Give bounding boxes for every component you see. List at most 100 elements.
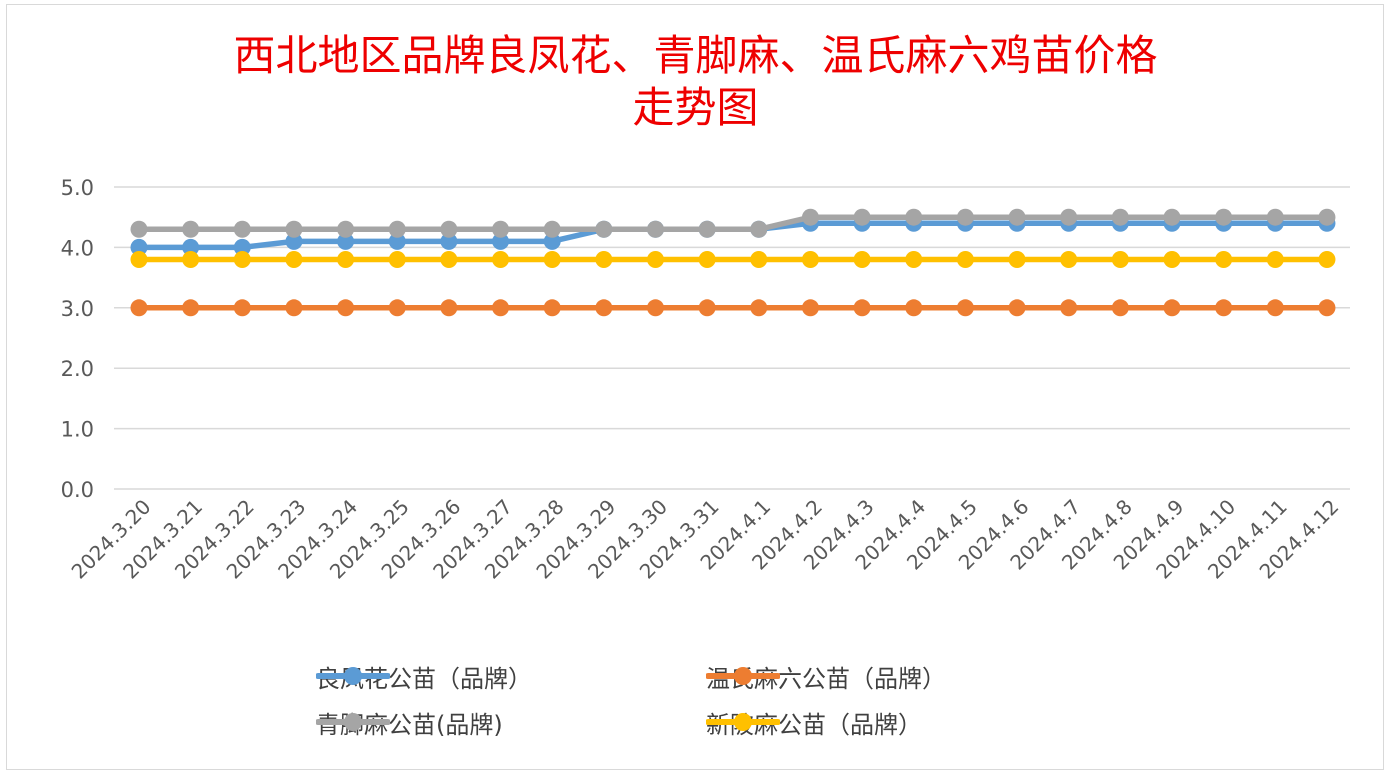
y-tick-label: 0.0 (61, 478, 94, 502)
data-point (595, 220, 613, 238)
data-point (905, 250, 923, 268)
data-point (853, 208, 871, 226)
data-point (595, 299, 613, 317)
data-point (130, 238, 148, 256)
data-point (182, 299, 200, 317)
data-point (130, 250, 148, 268)
data-point (1111, 208, 1129, 226)
data-point (543, 220, 561, 238)
data-point (543, 250, 561, 268)
data-point (337, 299, 355, 317)
data-point (750, 299, 768, 317)
data-point (647, 220, 664, 238)
data-point (543, 299, 561, 317)
data-point (1318, 299, 1336, 317)
data-point (956, 208, 974, 226)
chart-title-line-1: 西北地区品牌良凤花、青脚麻、温氏麻六鸡苗价格 (233, 31, 1158, 80)
y-tick-label: 1.0 (61, 418, 94, 442)
legend-swatch-liangfenghua (316, 667, 390, 685)
data-point (698, 220, 716, 238)
data-point (233, 238, 251, 256)
series-1 (130, 299, 1336, 317)
data-point (492, 220, 510, 238)
data-point (182, 250, 200, 268)
data-point (647, 299, 664, 317)
legend-swatch-qingjiaoma (316, 713, 390, 731)
data-point (182, 238, 200, 256)
data-point (595, 250, 613, 268)
chart-title: 西北地区品牌良凤花、青脚麻、温氏麻六鸡苗价格 走势图 (0, 30, 1391, 134)
chart-area (6, 4, 1384, 770)
data-point (698, 299, 716, 317)
data-point (1008, 299, 1026, 317)
series-0 (130, 214, 1336, 256)
series-2 (130, 208, 1336, 238)
data-point (1060, 299, 1078, 317)
data-point (440, 250, 458, 268)
data-point (440, 232, 458, 250)
data-point (1266, 299, 1284, 317)
data-point (130, 299, 148, 317)
data-point (388, 299, 406, 317)
data-point (1008, 208, 1026, 226)
data-point (1060, 250, 1078, 268)
chart-title-line-2: 走势图 (632, 83, 759, 132)
series-3 (130, 250, 1336, 268)
data-point (698, 250, 716, 268)
data-point (956, 299, 974, 317)
data-point (337, 220, 355, 238)
y-tick-label: 3.0 (61, 297, 94, 321)
data-point (1215, 250, 1233, 268)
data-point (337, 232, 355, 250)
data-point (1008, 250, 1026, 268)
data-point (285, 232, 303, 250)
data-point (388, 232, 406, 250)
data-point (1060, 208, 1078, 226)
legend-item-qingjiaoma: 青脚麻公苗(品牌) (316, 702, 503, 742)
data-point (492, 232, 510, 250)
data-point (801, 250, 819, 268)
data-point (1111, 299, 1129, 317)
data-point (905, 208, 923, 226)
y-tick-label: 5.0 (61, 176, 94, 200)
data-point (853, 299, 871, 317)
data-point (233, 250, 251, 268)
data-point (1266, 208, 1284, 226)
data-point (233, 299, 251, 317)
legend: 良凤花公苗（品牌） 温氏麻六公苗（品牌） 青脚麻公苗(品牌) 新陂麻公苗（品牌） (316, 656, 1116, 746)
legend-swatch-xinpima (706, 713, 780, 731)
data-point (285, 250, 303, 268)
data-point (905, 299, 923, 317)
legend-item-wenshi-maliu: 温氏麻六公苗（品牌） (706, 656, 946, 696)
data-point (337, 250, 355, 268)
data-point (440, 299, 458, 317)
series-line (136, 214, 1330, 233)
data-point (750, 250, 768, 268)
y-tick-label: 2.0 (61, 357, 94, 381)
data-point (1215, 299, 1233, 317)
data-point (130, 220, 148, 238)
data-point (285, 299, 303, 317)
data-point (1163, 250, 1181, 268)
y-axis-tick-labels: 0.0 1.0 2.0 3.0 4.0 5.0 (61, 176, 94, 502)
series-layer (130, 208, 1336, 317)
legend-swatch-wenshi-maliu (706, 667, 780, 685)
data-point (647, 250, 664, 268)
data-point (182, 220, 200, 238)
data-point (1266, 250, 1284, 268)
x-axis-tick-labels: 2024.3.202024.3.212024.3.222024.3.232024… (67, 495, 1344, 584)
data-point (543, 232, 561, 250)
data-point (801, 299, 819, 317)
data-point (285, 220, 303, 238)
data-point (956, 250, 974, 268)
data-point (1163, 208, 1181, 226)
data-point (388, 220, 406, 238)
data-point (388, 250, 406, 268)
data-point (1318, 208, 1336, 226)
legend-item-liangfenghua: 良凤花公苗（品牌） (316, 656, 532, 696)
data-point (750, 220, 768, 238)
data-point (1215, 208, 1233, 226)
data-point (1111, 250, 1129, 268)
legend-item-xinpima: 新陂麻公苗（品牌） (706, 702, 922, 742)
